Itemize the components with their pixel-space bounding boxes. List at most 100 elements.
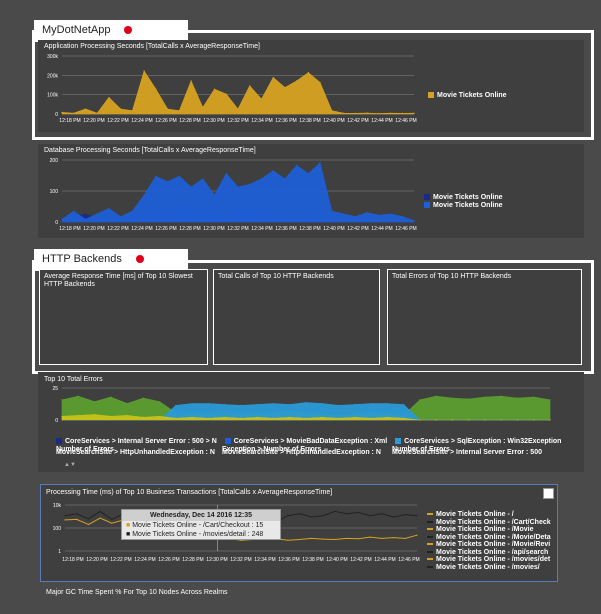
data-point (369, 536, 371, 538)
data-point (76, 513, 78, 515)
legend-label: Movie Tickets Online - /Movie/Revi (436, 541, 551, 548)
data-point (108, 207, 110, 210)
data-point (272, 402, 275, 405)
data-point (289, 403, 291, 406)
top-errors-chart[interactable]: 25 0 (38, 386, 584, 438)
scroll-arrows-icon[interactable]: ▲▼ (64, 462, 76, 468)
legend-label: Movie Tickets Online (437, 92, 507, 99)
x-tick-label: 12:24 PM (131, 226, 152, 232)
data-point (64, 519, 66, 521)
data-point (202, 106, 204, 108)
app-processing-panel: Application Processing Seconds [TotalCal… (38, 40, 584, 132)
data-point (401, 112, 403, 114)
legend-label: Movie Tickets Online - /movies/det (436, 556, 551, 563)
data-point (287, 539, 289, 541)
data-point (213, 194, 216, 196)
data-point (331, 110, 333, 112)
http-total-errors-box[interactable]: Total Errors of Top 10 HTTP Backends (387, 269, 582, 365)
app-processing-legend: Movie Tickets Online (428, 92, 507, 100)
data-point (84, 108, 87, 110)
data-point (337, 404, 340, 406)
data-point (159, 401, 161, 403)
legend-swatch (427, 558, 433, 561)
data-point (381, 513, 383, 515)
db-processing-title: Database Processing Seconds [TotalCalls … (44, 147, 256, 154)
data-point (468, 398, 470, 400)
data-point (310, 516, 312, 518)
y-tick-label: 0 (55, 112, 58, 118)
data-point (357, 538, 359, 540)
legend-label: Movie Tickets Online - / (436, 511, 514, 518)
http-slowest-backends-box[interactable]: Average Response Time [ms] of Top 10 Slo… (39, 269, 208, 365)
data-point (142, 397, 144, 399)
data-point (343, 213, 345, 215)
legend-label: MovieSearchSite > HttpUnhandledException… (222, 449, 381, 456)
x-tick-label: 12:26 PM (155, 118, 176, 124)
legend-swatch-blue (224, 438, 231, 445)
data-point (126, 414, 128, 417)
data-point (190, 186, 192, 188)
legend-row: Movie Tickets Online - /Movie (427, 526, 551, 534)
data-point (191, 402, 193, 405)
legend-label: Number of Errors (392, 446, 450, 453)
data-point (484, 419, 486, 421)
data-point (93, 401, 96, 403)
data-point (413, 220, 415, 222)
data-point (155, 175, 157, 177)
data-point (369, 515, 371, 517)
http-total-calls-box[interactable]: Total Calls of Top 10 HTTP Backends (213, 269, 380, 365)
data-point (73, 210, 75, 212)
tooltip-row-label: Movie Tickets Online - /movies/detail : … (132, 531, 264, 538)
x-tick-label: 12:28 PM (179, 118, 200, 124)
data-point (331, 210, 333, 212)
data-point (207, 402, 209, 405)
data-point (249, 183, 251, 185)
status-red-dot-icon (135, 255, 144, 264)
data-point (404, 537, 406, 540)
x-tick-label: 12:42 PM (347, 226, 368, 232)
http-section-tab[interactable]: HTTP Backends (34, 249, 188, 271)
data-point (389, 112, 392, 114)
data-point (225, 172, 227, 175)
data-point (343, 112, 345, 114)
data-point (272, 76, 274, 79)
business-tx-panel: Processing Time (ms) of Top 10 Business … (40, 484, 558, 582)
legend-row: Movie Tickets Online - /Cart/Check (427, 519, 551, 527)
data-point (120, 216, 122, 218)
legend-label: MovieSearchSite > Internal Server Error … (392, 449, 542, 456)
y-tick-label: 0 (55, 418, 58, 424)
tooltip-row-label: Movie Tickets Online - /Cart/Checkout : … (132, 522, 264, 529)
legend-row: Movie Tickets Online - /Movie/Revi (427, 541, 551, 549)
panel-menu-button[interactable] (543, 488, 554, 499)
app-section-tab[interactable]: MyDotNetApp (34, 20, 188, 42)
legend-label: Movie Tickets Online - /movies/ (436, 563, 540, 571)
legend-swatch-gold (428, 92, 434, 99)
legend-swatch (427, 520, 433, 523)
x-tick-label: 12:32 PM (227, 118, 248, 124)
data-point (93, 413, 96, 416)
app-section-title: MyDotNetApp (42, 24, 111, 36)
data-point (175, 417, 177, 419)
data-point (386, 416, 388, 418)
data-point (378, 112, 380, 115)
legend-swatch-navy (424, 194, 430, 201)
data-point (484, 396, 486, 398)
data-point (416, 534, 418, 536)
series-area (61, 162, 415, 223)
data-point (319, 162, 321, 164)
legend-swatch (427, 550, 433, 553)
data-point (249, 85, 251, 87)
data-point (272, 170, 274, 172)
data-point (416, 515, 418, 517)
x-tick-label: 12:24 PM (134, 557, 155, 563)
y-tick-label: 100 (53, 526, 62, 532)
top-errors-title: Top 10 Total Errors (44, 376, 103, 383)
y-tick-label: 200k (47, 73, 58, 79)
data-point (307, 172, 309, 175)
data-point (73, 112, 75, 114)
db-processing-panel: Database Processing Seconds [TotalCalls … (38, 144, 584, 238)
data-point (321, 402, 323, 405)
data-point (533, 419, 535, 421)
